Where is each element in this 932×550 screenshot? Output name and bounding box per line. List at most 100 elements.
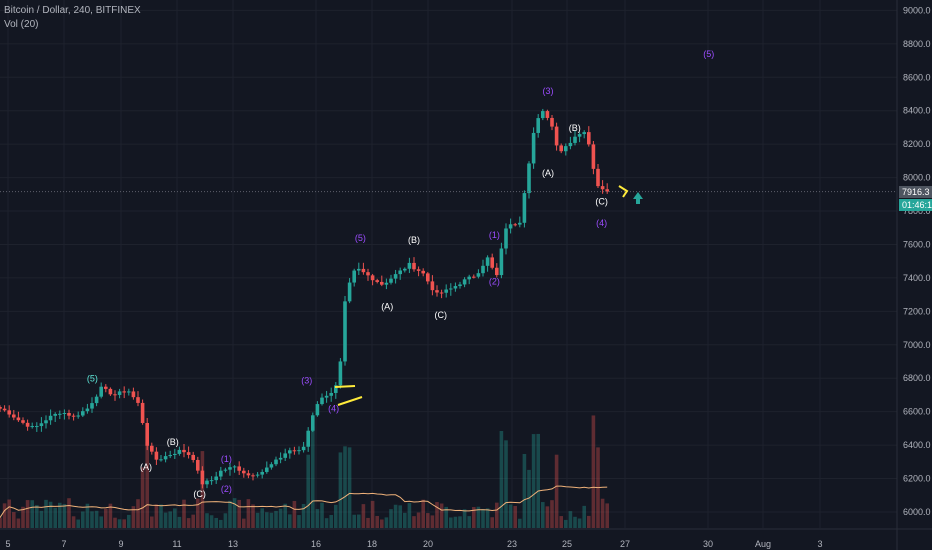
candle-body: [0, 407, 2, 409]
volume-bar: [508, 504, 513, 528]
volume-bar: [311, 426, 315, 528]
volume-bar: [453, 516, 458, 528]
candle-body: [297, 450, 301, 452]
volume-bar: [104, 508, 108, 528]
candle-body: [117, 391, 122, 395]
candle-body: [582, 132, 586, 135]
candle-body: [228, 467, 232, 470]
price-axis-label: 8200.0: [903, 139, 931, 149]
candle-body: [311, 415, 315, 431]
wave-label: (B): [569, 123, 581, 133]
volume-bar: [278, 508, 283, 528]
candle-body: [223, 469, 228, 471]
volume-bar: [76, 519, 80, 528]
volume-bar: [352, 514, 356, 528]
candle-body: [568, 142, 573, 147]
candle-body: [449, 288, 453, 290]
volume-bar: [44, 499, 48, 528]
volume-bar: [292, 500, 297, 528]
volume-bar: [30, 500, 34, 528]
volume-legend[interactable]: Vol (20): [4, 19, 39, 30]
price-axis-label: 6400.0: [903, 440, 931, 450]
symbol-legend[interactable]: Bitcoin / Dollar, 240, BITFINEX: [4, 5, 141, 16]
candle-body: [426, 273, 430, 282]
candle-body: [472, 276, 476, 278]
volume-bar: [99, 516, 103, 528]
candle-body: [205, 480, 209, 485]
price-axis-label: 8600.0: [903, 72, 931, 82]
candle-body: [214, 476, 218, 481]
candle-body: [196, 459, 200, 471]
volume-bar: [426, 513, 430, 528]
candle-body: [246, 473, 251, 476]
candle-body: [416, 269, 421, 271]
candle-body: [504, 228, 508, 249]
candle-body: [62, 412, 67, 414]
time-axis-label: 7: [61, 539, 66, 549]
time-axis-label: 16: [311, 539, 321, 549]
candle-body: [398, 270, 402, 275]
candle-body: [334, 385, 338, 393]
volume-bar: [550, 500, 554, 528]
volume-bar: [154, 504, 159, 528]
wave-label: (3): [301, 375, 312, 385]
price-axis-label: 6000.0: [903, 507, 931, 517]
volume-bar: [338, 452, 343, 528]
candle-body: [407, 262, 412, 269]
price-axis-label: 9000.0: [903, 5, 931, 15]
volume-bar: [191, 514, 195, 528]
candle-body: [338, 361, 343, 386]
candle-body: [2, 408, 7, 411]
volume-bar: [85, 503, 90, 528]
wave-label: (3): [543, 86, 554, 96]
volume-bar: [219, 519, 223, 528]
volume-bar: [251, 504, 255, 528]
candle-body: [403, 268, 407, 271]
time-axis-label: 5: [5, 539, 10, 549]
wave-label: (5): [703, 49, 714, 59]
volume-bar: [288, 514, 292, 528]
candle-body: [136, 397, 140, 403]
time-axis-label: 27: [620, 539, 630, 549]
volume-bar: [518, 518, 522, 528]
candle-body: [76, 415, 80, 417]
wave-label: (A): [542, 168, 554, 178]
volume-bar: [16, 518, 21, 528]
price-axis-label: 7200.0: [903, 306, 931, 316]
candle-body: [587, 132, 591, 145]
trendline-recent: [618, 185, 629, 198]
volume-bar: [439, 503, 444, 528]
candle-body: [159, 459, 163, 461]
volume-bar: [600, 498, 605, 528]
volume-bar: [246, 499, 251, 528]
volume-bar: [380, 519, 384, 528]
volume-bar: [334, 504, 338, 528]
candle-body: [550, 117, 554, 127]
candle-body: [237, 466, 241, 471]
volume-bar: [173, 508, 177, 528]
candle-body: [559, 145, 563, 152]
trendline-upper: [334, 385, 356, 388]
candle-body: [600, 186, 605, 190]
volume-bar: [255, 512, 260, 528]
candle-body: [490, 257, 494, 268]
volume-bar: [260, 508, 264, 528]
candle-body: [370, 275, 375, 281]
volume-bar: [94, 510, 99, 528]
volume-bar: [62, 504, 67, 528]
price-axis-label: 7400.0: [903, 273, 931, 283]
volume-bar: [182, 499, 186, 528]
time-axis-label: 11: [172, 539, 181, 549]
candle-body: [536, 118, 540, 133]
volume-bar: [357, 514, 361, 528]
candle-body: [278, 457, 283, 460]
candle-body: [421, 270, 425, 274]
candle-body: [430, 281, 435, 291]
wave-label: (A): [381, 302, 393, 312]
candle-body: [545, 111, 550, 118]
volume-bar: [177, 516, 182, 528]
volume-bar: [127, 514, 131, 528]
candle-body: [219, 470, 223, 477]
